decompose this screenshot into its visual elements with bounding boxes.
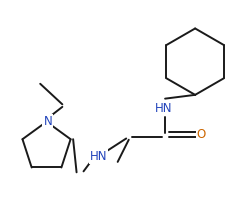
- Text: HN: HN: [155, 102, 173, 115]
- Text: N: N: [43, 115, 52, 128]
- Text: O: O: [197, 128, 206, 141]
- Text: HN: HN: [90, 150, 107, 163]
